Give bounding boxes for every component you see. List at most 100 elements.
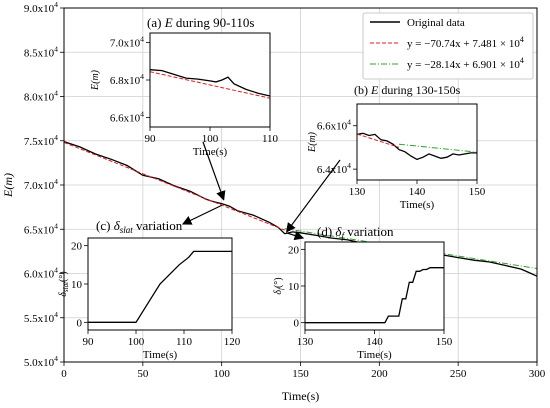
- main-xtick-label: 50: [137, 368, 149, 380]
- title-prefix: (b): [354, 83, 371, 97]
- inset_b-xtick-label: 130: [349, 186, 366, 198]
- inset_c-series-0-line: [88, 250, 232, 323]
- main-ytick-label: 8.0x104: [24, 89, 58, 104]
- main-xtick-label: 250: [450, 368, 467, 380]
- inset_c-xtick-label: 110: [176, 336, 193, 348]
- main-ytick-label: 8.5x104: [24, 44, 58, 59]
- legend: Original data y = −70.74x + 7.481 × 104 y …: [362, 12, 534, 80]
- legend-label-main: y = −28.14x + 6.901 × 10: [407, 59, 520, 71]
- ytick-mantissa: 9.0x10: [24, 3, 55, 15]
- ytick-exponent: 4: [54, 133, 58, 142]
- ytick-exponent: 4: [140, 72, 144, 81]
- ytick-mantissa: 6.8x10: [110, 75, 141, 87]
- ytick-exponent: 4: [54, 354, 58, 363]
- ylabel-unit: (°): [273, 277, 284, 288]
- inset_c-xtick-label: 90: [83, 336, 95, 348]
- inset_b-plot-bg: [357, 104, 477, 180]
- ylabel-variable: δ: [273, 290, 284, 295]
- inset_c-xtick-label: 100: [128, 336, 145, 348]
- ytick-mantissa: 8.5x10: [24, 47, 55, 59]
- inset_a-ytick-label: 6.8x104: [110, 72, 144, 87]
- inset_b-x-axis-label: Time(s): [400, 199, 435, 211]
- inset_c-xtick-label: 120: [224, 336, 241, 348]
- ylabel-variable: δ: [58, 292, 69, 297]
- arrow-to-inset-b: [286, 159, 341, 233]
- ytick-mantissa: 7.0x10: [110, 37, 141, 49]
- inset_c-ytick-label: 0: [77, 317, 83, 329]
- ytick-mantissa: 6.6x10: [317, 121, 348, 133]
- inset_a-ytick-label: 7.0x104: [110, 34, 144, 49]
- legend-label-0: Original data: [407, 17, 465, 29]
- inset_b-series-0-line: [356, 132, 477, 161]
- main-y-axis-label: E(m): [1, 173, 15, 198]
- legend-label-exp: 4: [520, 35, 524, 44]
- inset_b-frame: [356, 103, 478, 181]
- inset_d-xtick-label: 150: [436, 336, 453, 348]
- inset_b-series-1-line: [356, 133, 400, 148]
- ytick-mantissa: 6.6x10: [110, 113, 141, 125]
- title-prefix: (d): [317, 224, 335, 239]
- ytick-exponent: 4: [140, 110, 144, 119]
- inset_a-frame: [149, 32, 271, 128]
- main-ytick-label: 5.5x104: [24, 310, 58, 325]
- inset_d-axes: 130 140 150 0 10 20: [288, 242, 453, 348]
- ytick-mantissa: 5.5x10: [24, 313, 55, 325]
- inset-b-title: (b) E during 130-150s: [354, 83, 461, 97]
- ytick-exponent: 4: [347, 161, 351, 170]
- main-ytick-label: 6.0x104: [24, 266, 58, 281]
- inset_a-series-1-line: [149, 71, 271, 99]
- inset_b-xtick-label: 140: [409, 186, 426, 198]
- legend-label-2: y = −28.14x + 6.901 × 104: [407, 56, 524, 71]
- inset_d-ytick-label: 20: [288, 244, 300, 256]
- ytick-exponent: 4: [54, 266, 58, 275]
- inset_a-plot-bg: [150, 33, 270, 127]
- ytick-exponent: 4: [54, 89, 58, 98]
- main-x-axis-label: Time(s): [282, 389, 320, 403]
- ytick-exponent: 4: [54, 177, 58, 186]
- inset-b-y-axis-label: E(m): [307, 131, 318, 153]
- inset_a-xtick-label: 90: [145, 133, 157, 145]
- ytick-mantissa: 8.0x10: [24, 92, 55, 104]
- title-subscript: slat: [120, 225, 134, 235]
- inset_b-ytick-label: 6.6x104: [317, 118, 351, 133]
- inset_a-series-0-line: [149, 69, 271, 97]
- inset_c-ytick-label: 20: [71, 241, 83, 253]
- title-prefix: (a): [147, 15, 165, 30]
- ytick-exponent: 4: [54, 221, 58, 230]
- inset_b-series-2-line: [398, 143, 478, 153]
- inset-c-title: (c) δslat variation: [96, 218, 183, 235]
- main-ytick-label: 5.0x104: [24, 354, 58, 369]
- main-series-0-line: [63, 140, 538, 277]
- ytick-mantissa: 6.0x10: [24, 269, 55, 281]
- ylabel-unit: (°): [58, 271, 69, 282]
- inset_d-ytick-label: 0: [294, 318, 300, 330]
- inset_b-xtick-label: 150: [469, 186, 486, 198]
- inset_b-axes: 1301401506.4x1046.6x104: [317, 104, 486, 198]
- title-suffix: during 90-110s: [173, 15, 255, 30]
- title-suffix: during 130-150s: [378, 83, 460, 97]
- inset_c-x-axis-label: Time(s): [143, 349, 178, 361]
- main-xtick-label: 100: [213, 368, 230, 380]
- ytick-mantissa: 7.0x10: [24, 180, 55, 192]
- ytick-exponent: 4: [140, 34, 144, 43]
- main-xtick-label: 200: [371, 368, 388, 380]
- title-suffix: variation: [133, 218, 183, 233]
- title-suffix: variation: [344, 224, 394, 239]
- title-variable: δ: [114, 218, 121, 233]
- ytick-exponent: 4: [347, 118, 351, 127]
- legend-box: [362, 12, 534, 80]
- legend-label-1: y = −70.74x + 7.481 × 104: [407, 35, 524, 50]
- inset_c-ytick-label: 10: [71, 279, 83, 291]
- main-xtick-label: 150: [292, 368, 309, 380]
- inset_a-ytick-label: 6.6x104: [110, 110, 144, 125]
- inset_d-ytick-label: 10: [288, 281, 300, 293]
- inset-a-y-axis-label: E(m): [90, 69, 101, 91]
- title-subscript: f: [341, 231, 345, 241]
- inset_d-xtick-label: 130: [297, 336, 314, 348]
- arrow-to-inset-a: [202, 141, 226, 201]
- ylabel-subscript: f: [277, 287, 285, 290]
- inset_d-series-0-line: [305, 267, 444, 324]
- main-ytick-label: 9.0x104: [24, 0, 58, 15]
- main-ytick-label: 7.0x104: [24, 177, 58, 192]
